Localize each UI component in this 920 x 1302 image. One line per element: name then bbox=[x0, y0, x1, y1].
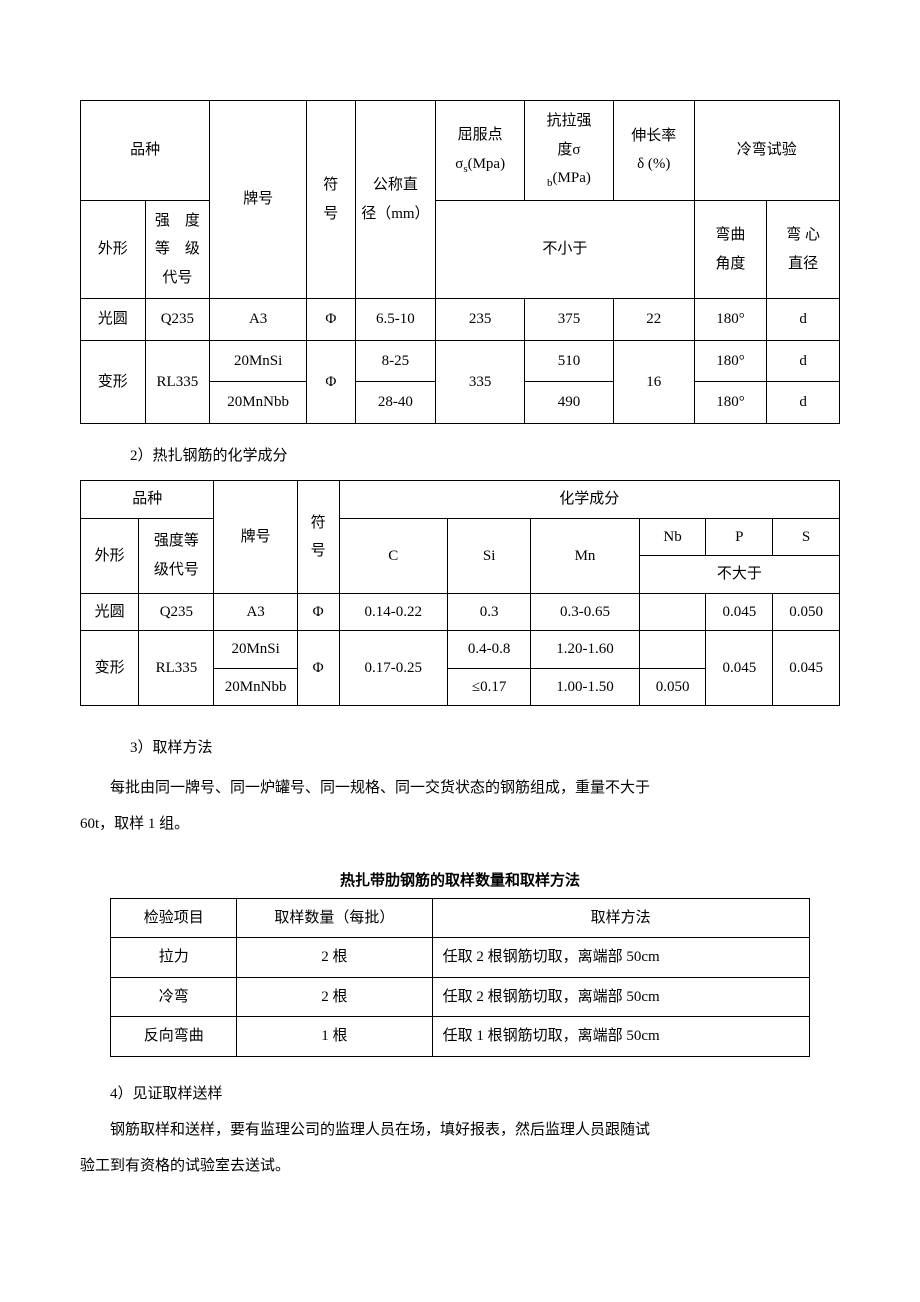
th-chem: 化学成分 bbox=[339, 481, 840, 519]
th-grade-code: 强 度等 级代号 bbox=[145, 200, 210, 299]
th-grade-code: 强度等级代号 bbox=[139, 518, 214, 593]
section-4-label: 4）见证取样送样 bbox=[80, 1079, 840, 1109]
table-row: 变形 RL335 20MnSi Φ 8-25 335 510 16 180° d bbox=[81, 340, 840, 382]
table-row: 变形 RL335 20MnSi Φ 0.17-0.25 0.4-0.8 1.20… bbox=[81, 631, 840, 669]
table-row: 反向弯曲 1 根 任取 1 根钢筋切取，离端部 50cm bbox=[111, 1017, 809, 1057]
th-yield: 屈服点σs(Mpa) bbox=[436, 101, 525, 201]
th-method: 取样方法 bbox=[432, 898, 809, 938]
th-diameter: 公称直径（mm） bbox=[355, 101, 436, 299]
section-2-label: 2）热扎钢筋的化学成分 bbox=[130, 442, 840, 471]
th-variety: 品种 bbox=[81, 481, 214, 519]
table3-title: 热扎带肋钢筋的取样数量和取样方法 bbox=[80, 869, 840, 890]
section-4-para-1: 钢筋取样和送样，要有监理公司的监理人员在场，填好报表，然后监理人员跟随试 bbox=[80, 1115, 840, 1145]
th-symbol: 符号 bbox=[307, 101, 355, 299]
th-item: 检验项目 bbox=[111, 898, 237, 938]
mechanical-properties-table: 品种 牌号 符号 公称直径（mm） 屈服点σs(Mpa) 抗拉强度σb(MPa)… bbox=[80, 100, 840, 424]
section-4-para-2: 验工到有资格的试验室去送试。 bbox=[80, 1151, 840, 1181]
section-3-para-2: 60t，取样 1 组。 bbox=[80, 809, 840, 839]
th-shape: 外形 bbox=[81, 518, 139, 593]
th-not-less: 不小于 bbox=[436, 200, 694, 299]
table-row: 拉力 2 根 任取 2 根钢筋切取，离端部 50cm bbox=[111, 938, 809, 978]
table-row: 光圆 Q235 A3 Φ 0.14-0.22 0.3 0.3-0.65 0.04… bbox=[81, 593, 840, 631]
th-symbol: 符号 bbox=[297, 481, 339, 594]
table-row: 冷弯 2 根 任取 2 根钢筋切取，离端部 50cm bbox=[111, 977, 809, 1017]
sampling-table: 检验项目 取样数量（每批） 取样方法 拉力 2 根 任取 2 根钢筋切取，离端部… bbox=[110, 898, 809, 1057]
th-bend-dia: 弯 心直径 bbox=[767, 200, 840, 299]
th-bend-angle: 弯曲角度 bbox=[694, 200, 767, 299]
table-row: 光圆 Q235 A3 Φ 6.5-10 235 375 22 180° d bbox=[81, 299, 840, 341]
section-3-para-1: 每批由同一牌号、同一炉罐号、同一规格、同一交货状态的钢筋组成，重量不大于 bbox=[80, 773, 840, 803]
chemical-composition-table: 品种 牌号 符号 化学成分 外形 强度等级代号 C Si Mn Nb P S 不… bbox=[80, 480, 840, 706]
th-variety: 品种 bbox=[81, 101, 210, 201]
th-qty: 取样数量（每批） bbox=[237, 898, 432, 938]
th-brand: 牌号 bbox=[214, 481, 297, 594]
th-shape: 外形 bbox=[81, 200, 146, 299]
section-3-label: 3）取样方法 bbox=[130, 734, 840, 763]
th-elong: 伸长率δ (%) bbox=[613, 101, 694, 201]
th-cold-bend: 冷弯试验 bbox=[694, 101, 839, 201]
th-not-more: 不大于 bbox=[639, 556, 839, 594]
th-tensile: 抗拉强度σb(MPa) bbox=[525, 101, 614, 201]
th-brand: 牌号 bbox=[210, 101, 307, 299]
